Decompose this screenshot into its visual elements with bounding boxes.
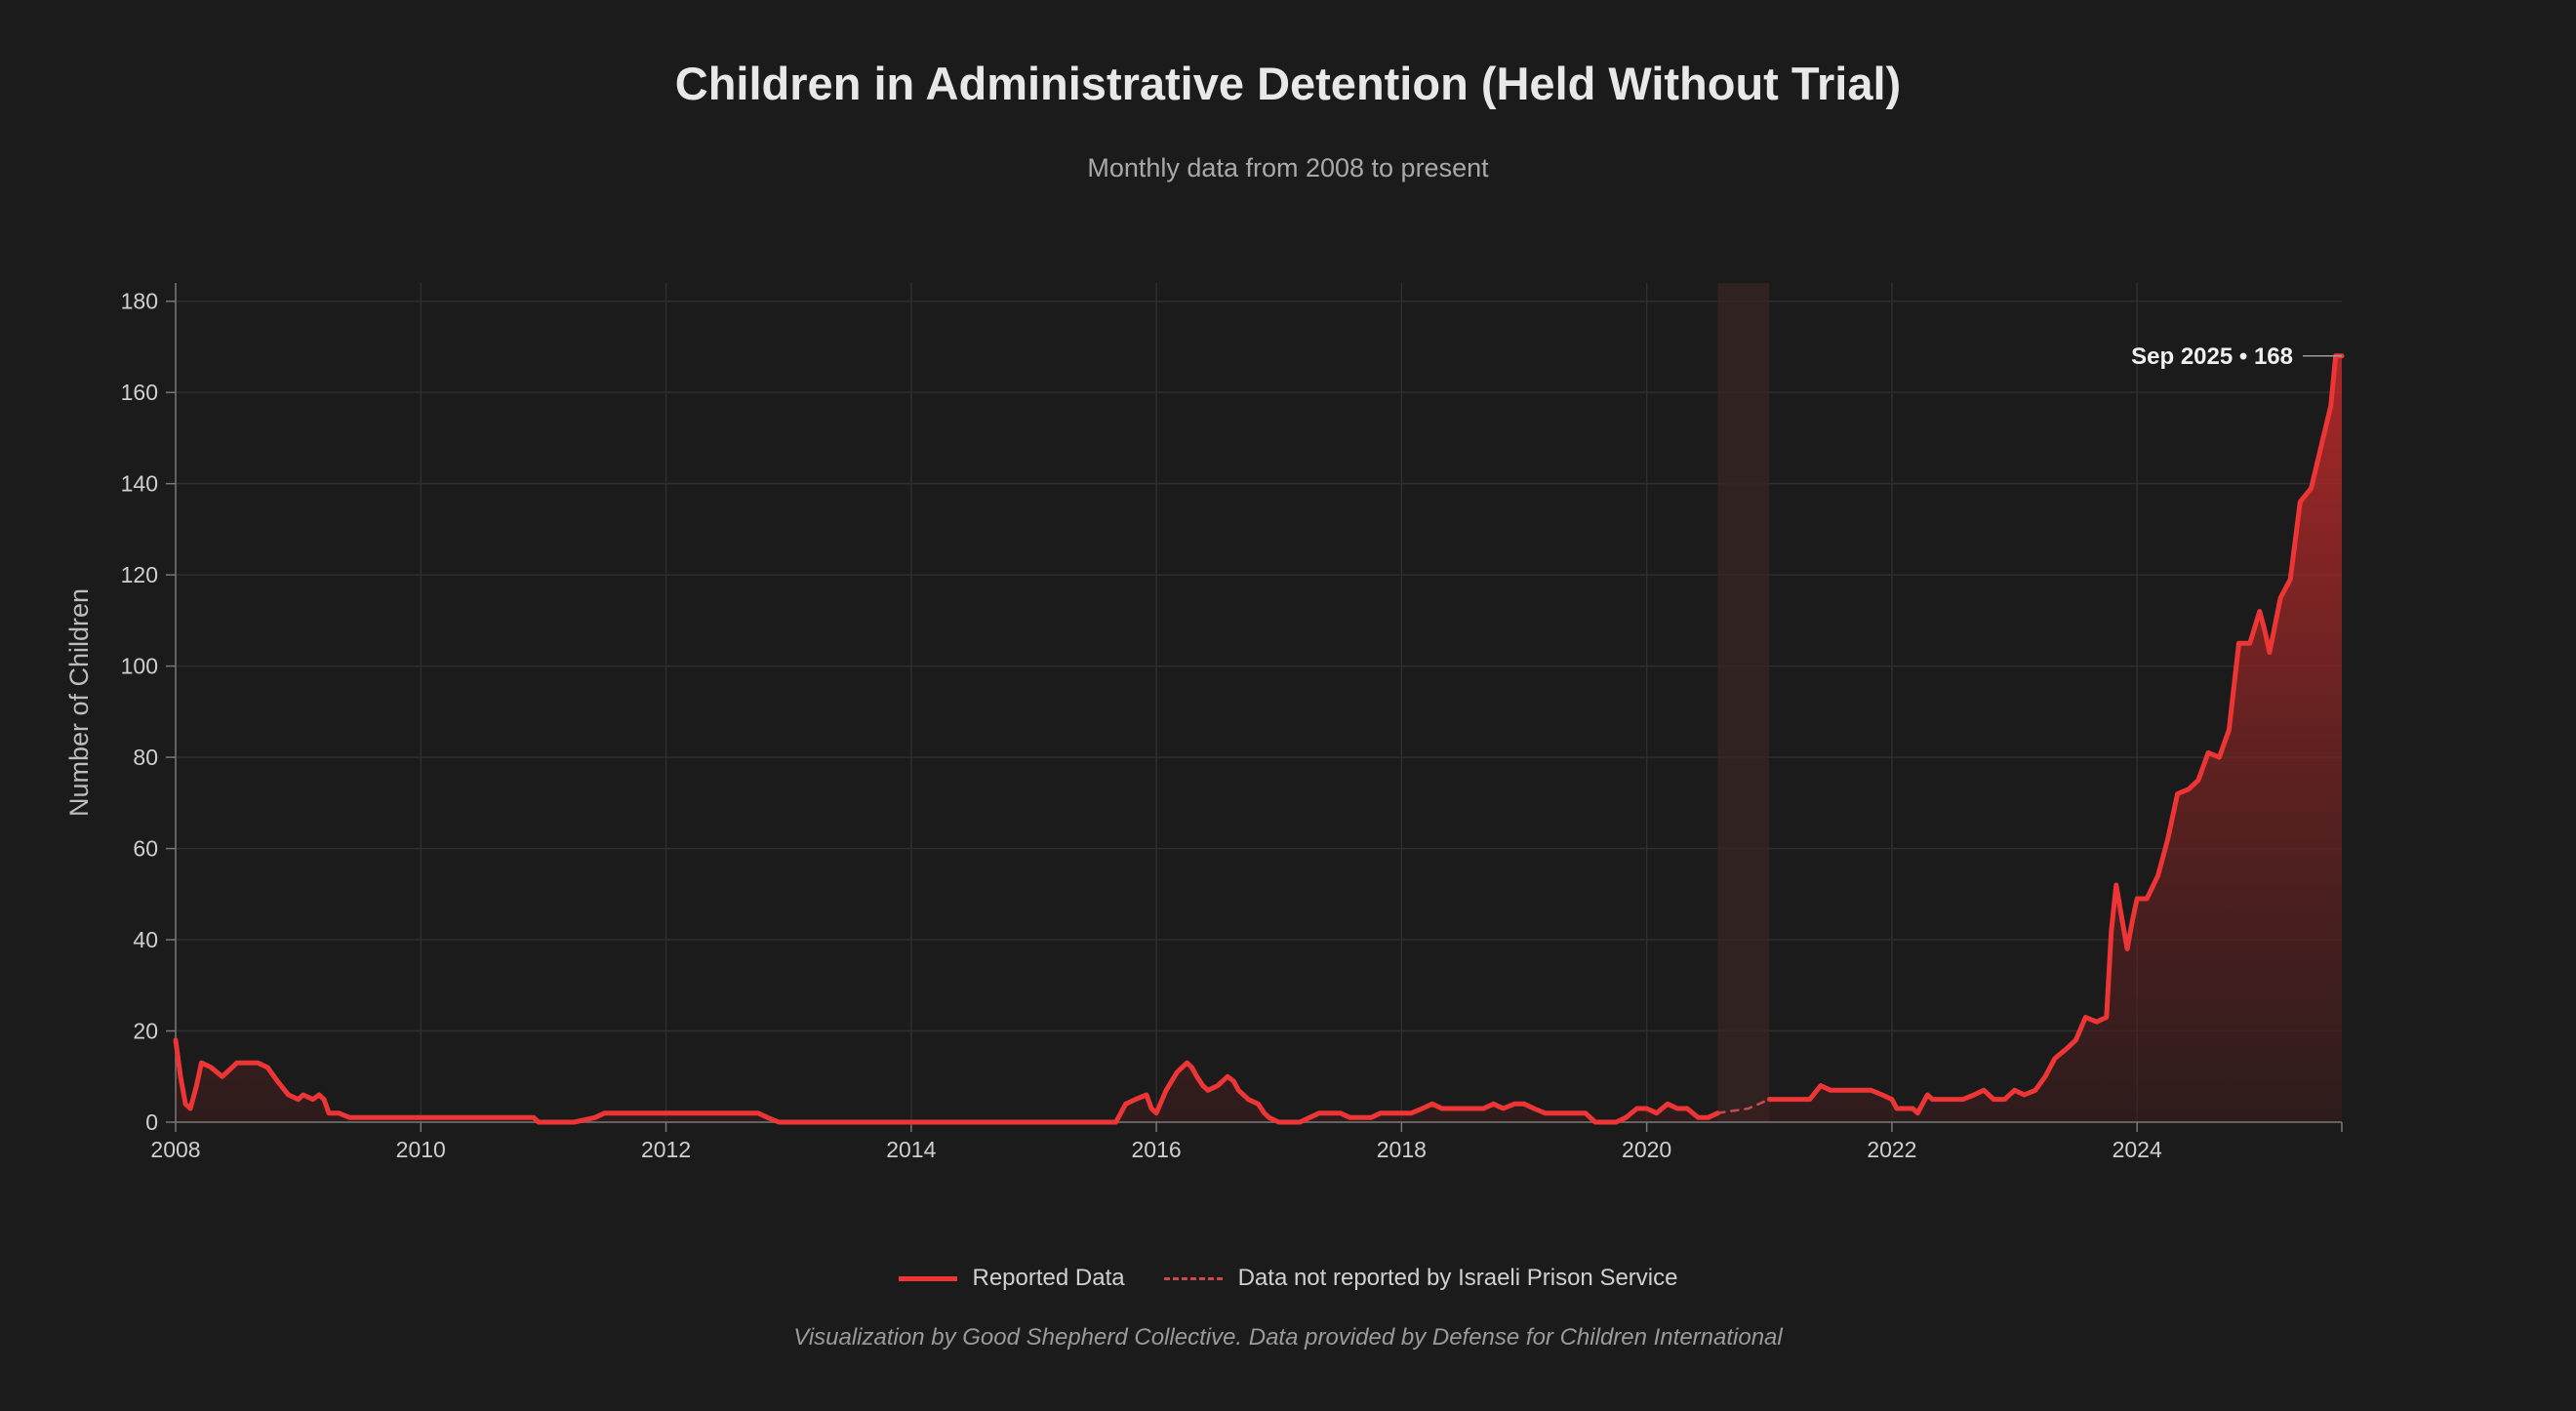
y-tick-label: 60	[133, 836, 158, 862]
x-tick-label: 2018	[1377, 1137, 1427, 1162]
legend-swatch-dashed	[1163, 1276, 1223, 1280]
y-tick-label: 160	[121, 380, 158, 405]
annotation-label: Sep 2025 • 168	[2131, 343, 2293, 370]
source-caption: Visualization by Good Shepherd Collectiv…	[793, 1324, 1783, 1351]
axes: 0 20 40 60 80 100 120 140 160 180 2008 2010 2012 2014…	[121, 283, 2343, 1162]
y-tick-label: 120	[121, 562, 158, 587]
series-line-not-reported	[1716, 1098, 1771, 1114]
series-line-reported	[1766, 353, 2345, 1116]
series-line-reported	[173, 1037, 1720, 1125]
y-tick-label: 180	[121, 289, 158, 314]
legend-swatch-solid	[898, 1275, 957, 1281]
x-tick-label: 2022	[1867, 1137, 1916, 1162]
x-tick-label: 2010	[396, 1137, 446, 1162]
y-tick-label: 20	[133, 1019, 158, 1044]
legend: Reported Data Data not reported by Israe…	[0, 1265, 2576, 1292]
y-axis-label: Number of Children	[64, 588, 94, 817]
chart-title: Children in Administrative Detention (He…	[674, 58, 1902, 109]
unreported-band	[1717, 283, 1770, 1122]
legend-label-reported: Reported Data	[972, 1265, 1125, 1291]
area-fill	[176, 355, 2342, 1122]
series	[173, 353, 2345, 1125]
x-tick-label: 2012	[641, 1137, 691, 1162]
legend-item-not-reported[interactable]: Data not reported by Israeli Prison Serv…	[1163, 1265, 1678, 1292]
x-tick-label: 2024	[2113, 1137, 2162, 1162]
x-tick-label: 2020	[1622, 1137, 1671, 1162]
x-tick-label: 2014	[886, 1137, 936, 1162]
y-tick-label: 0	[145, 1109, 158, 1135]
y-tick-label: 100	[121, 654, 158, 679]
chart-subtitle: Monthly data from 2008 to present	[1087, 153, 1489, 182]
grid	[175, 283, 2342, 1123]
x-tick-label: 2008	[150, 1137, 200, 1162]
y-tick-label: 140	[121, 471, 158, 497]
legend-label-not-reported: Data not reported by Israeli Prison Serv…	[1237, 1265, 1678, 1291]
area-fill-path	[176, 355, 2342, 1122]
x-tick-label: 2016	[1132, 1137, 1182, 1162]
legend-item-reported[interactable]: Reported Data	[898, 1265, 1125, 1292]
y-tick-label: 40	[133, 927, 158, 952]
y-tick-label: 80	[133, 745, 158, 770]
unreported-band-rect	[1717, 283, 1770, 1122]
annotation: Sep 2025 • 168	[2131, 343, 2342, 370]
